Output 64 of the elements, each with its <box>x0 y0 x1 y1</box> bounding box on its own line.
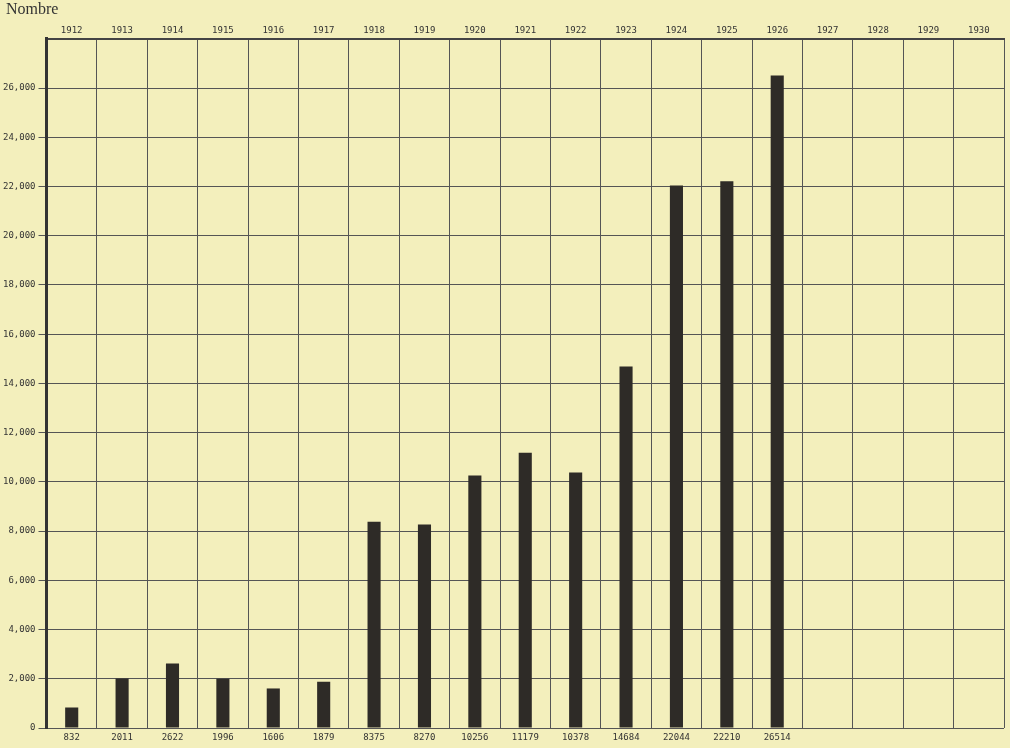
data-label: 1996 <box>212 731 234 742</box>
bar <box>518 452 532 728</box>
y-tick-label: 22,000 <box>3 180 36 191</box>
x-tick-label: 1912 <box>60 24 83 35</box>
data-label: 10378 <box>562 731 590 742</box>
x-tick-label: 1917 <box>312 24 335 35</box>
data-label: 2011 <box>111 731 133 742</box>
data-label: 2622 <box>161 731 184 742</box>
data-label: 11179 <box>511 731 539 742</box>
data-label: 832 <box>63 731 80 742</box>
bar <box>115 678 129 728</box>
bar <box>569 472 583 728</box>
bar <box>216 678 230 728</box>
bar <box>165 663 180 728</box>
x-tick-label: 1926 <box>766 24 789 35</box>
x-tick-label: 1929 <box>917 24 940 35</box>
x-tick-label: 1919 <box>413 24 436 35</box>
x-tick-label: 1924 <box>665 24 688 35</box>
y-tick-label: 24,000 <box>3 131 36 142</box>
y-tick-label: 4,000 <box>8 623 36 634</box>
x-tick-label: 1927 <box>816 24 839 35</box>
y-tick-label: 16,000 <box>3 328 36 339</box>
x-tick-label: 1914 <box>161 24 184 35</box>
x-tick-label: 1916 <box>262 24 285 35</box>
bar <box>770 75 784 728</box>
data-label: 8270 <box>413 731 436 742</box>
y-tick-label: 2,000 <box>8 673 36 684</box>
data-label: 22044 <box>662 731 690 742</box>
bar <box>669 185 683 728</box>
data-label: 22210 <box>713 731 741 742</box>
data-label: 8375 <box>363 731 385 742</box>
data-label: 14684 <box>612 731 640 742</box>
bar <box>266 688 280 728</box>
data-label: 10256 <box>461 731 489 742</box>
data-label: 1606 <box>262 731 285 742</box>
y-tick-label: 20,000 <box>3 230 36 241</box>
bar <box>65 707 79 728</box>
data-label: 26514 <box>763 731 791 742</box>
y-tick-label: 10,000 <box>3 476 36 487</box>
bar <box>417 524 432 728</box>
bar <box>468 475 482 728</box>
y-tick-label: 26,000 <box>3 82 36 93</box>
data-label: 1879 <box>312 731 335 742</box>
x-tick-label: 1920 <box>464 24 486 35</box>
y-tick-label: 12,000 <box>3 426 36 437</box>
x-tick-label: 1928 <box>867 24 889 35</box>
x-tick-label: 1930 <box>967 24 990 35</box>
x-tick-label: 1918 <box>363 24 385 35</box>
y-tick-label: 18,000 <box>3 279 36 290</box>
y-axis-title: Nombre <box>6 0 59 18</box>
y-tick-label: 14,000 <box>3 377 36 388</box>
y-tick-label: 6,000 <box>8 574 36 585</box>
x-tick-label: 1925 <box>715 24 738 35</box>
bar <box>317 681 331 728</box>
x-tick-label: 1915 <box>212 24 234 35</box>
y-tick-label: 8,000 <box>8 525 36 536</box>
x-tick-label: 1913 <box>111 24 133 35</box>
x-tick-label: 1921 <box>514 24 537 35</box>
bar <box>619 366 633 728</box>
x-tick-label: 1923 <box>615 24 637 35</box>
bar <box>367 521 381 728</box>
bar <box>720 181 734 728</box>
y-tick-label: 0 <box>30 722 36 733</box>
x-tick-label: 1922 <box>564 24 587 35</box>
